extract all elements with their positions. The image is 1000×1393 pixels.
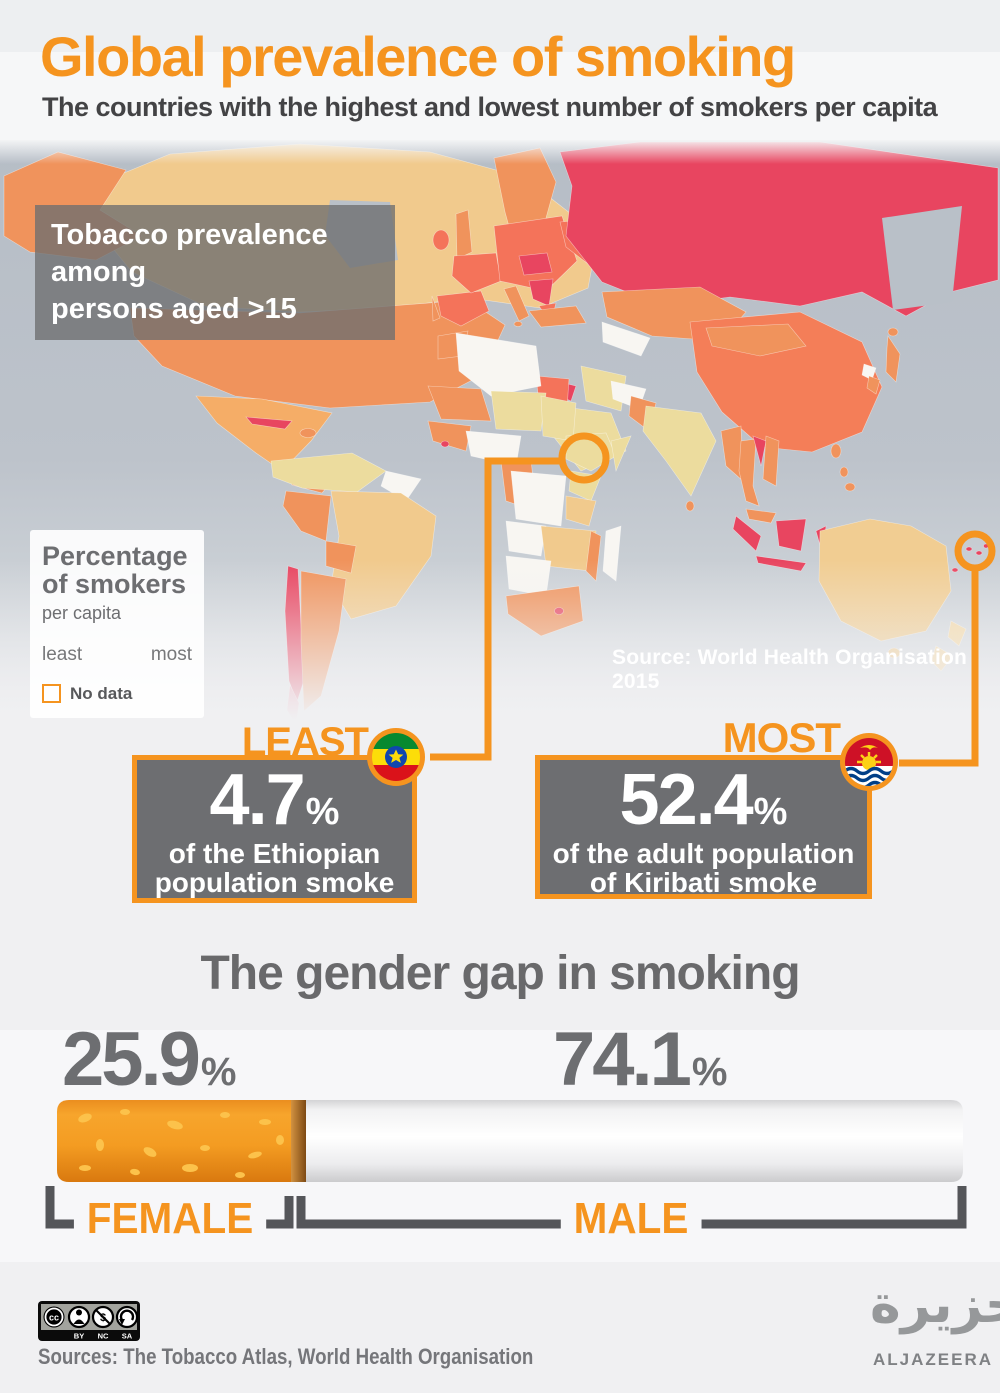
cc-icon: cc	[43, 1306, 65, 1328]
header-band	[0, 0, 1000, 52]
country-france	[451, 252, 502, 294]
most-desc-line2: of Kiribati smoke	[589, 867, 818, 899]
page-title: Global prevalence of smoking	[40, 25, 796, 88]
least-desc-line2: population smoke	[154, 867, 395, 899]
female-label: FEMALE	[73, 1194, 267, 1244]
male-percentage: 74.1 %	[553, 1022, 728, 1098]
footer-sources: Sources: The Tobacco Atlas, World Health…	[38, 1344, 534, 1369]
no-data-swatch	[42, 684, 61, 704]
map-caption-line1: Tobacco prevalence among	[51, 219, 328, 289]
most-stat-box: 52.4 % of the adult population of Kiriba…	[535, 755, 872, 899]
cigarette-graphic	[57, 1100, 963, 1182]
gender-title: The gender gap in smoking	[200, 947, 800, 1000]
country-italy	[503, 285, 530, 322]
country-uk	[455, 209, 473, 260]
male-value: 74.1	[553, 1017, 692, 1102]
header-band-lower	[0, 52, 1000, 140]
least-stat-box: 4.7 % of the Ethiopian population smoke	[132, 755, 417, 903]
cigarette-band	[291, 1100, 306, 1182]
legend-most-label: most	[150, 643, 192, 665]
cc-nc-icon: $	[91, 1305, 115, 1329]
legend-subtitle: per capita	[42, 602, 122, 623]
cigarette-body	[306, 1100, 963, 1182]
country-algeria-libya	[455, 332, 542, 397]
kiribati-flag	[840, 733, 898, 791]
cc-license-badge: cc $ BY NC SA	[38, 1301, 140, 1341]
cc-sa-label: SA	[122, 1332, 133, 1341]
map-caption-line2: persons aged >15	[51, 293, 297, 326]
legend-least-label: least	[42, 643, 83, 665]
female-unit: %	[200, 1050, 237, 1094]
most-unit: %	[753, 791, 788, 833]
cc-by-label: BY	[74, 1332, 84, 1341]
country-peru	[282, 490, 332, 542]
svg-text:cc: cc	[49, 1313, 59, 1323]
legend-title-line1: Percentage	[42, 541, 188, 571]
least-desc-line1: of the Ethiopian	[168, 838, 381, 869]
legend-title-line2: of smokers	[42, 569, 187, 600]
cc-nc-label: NC	[98, 1332, 109, 1341]
country-kiribati	[965, 546, 973, 552]
most-desc-line1: of the adult population	[552, 838, 855, 869]
female-value: 25.9	[62, 1017, 201, 1102]
female-percentage: 25.9 %	[62, 1022, 237, 1098]
cc-sa-icon	[115, 1305, 139, 1329]
map-source: Source: World Health Organisation 2015	[612, 646, 968, 693]
country-cuba	[245, 416, 293, 430]
least-unit: %	[305, 791, 340, 833]
least-value: 4.7	[209, 760, 306, 840]
country-india	[642, 405, 717, 497]
aljazeera-wordmark: ALJAZEERA	[872, 1350, 993, 1369]
aljazeera-logo: الجزيرة	[870, 1275, 1000, 1335]
map-legend: Percentage of smokers per capita least m…	[30, 530, 204, 718]
ethiopia-flag	[367, 728, 425, 786]
country-mongolia	[705, 323, 807, 357]
legend-no-data-row: No data	[42, 684, 192, 704]
cc-by-icon	[67, 1305, 91, 1329]
filter-speckles	[78, 1109, 284, 1178]
legend-no-data-label: No data	[70, 683, 133, 703]
most-label: MOST	[722, 714, 841, 761]
page-subtitle: The countries with the highest and lowes…	[42, 92, 938, 122]
male-label: MALE	[560, 1194, 702, 1244]
male-unit: %	[691, 1050, 728, 1094]
country-indonesia	[732, 515, 762, 552]
country-ireland	[432, 229, 450, 251]
most-value: 52.4	[619, 760, 754, 840]
country-japan	[885, 335, 901, 383]
country-turkey	[528, 305, 587, 328]
country-mexico	[195, 395, 333, 472]
map-caption-box: Tobacco prevalence among persons aged >1…	[35, 205, 395, 341]
cigarette-filter	[57, 1100, 291, 1182]
